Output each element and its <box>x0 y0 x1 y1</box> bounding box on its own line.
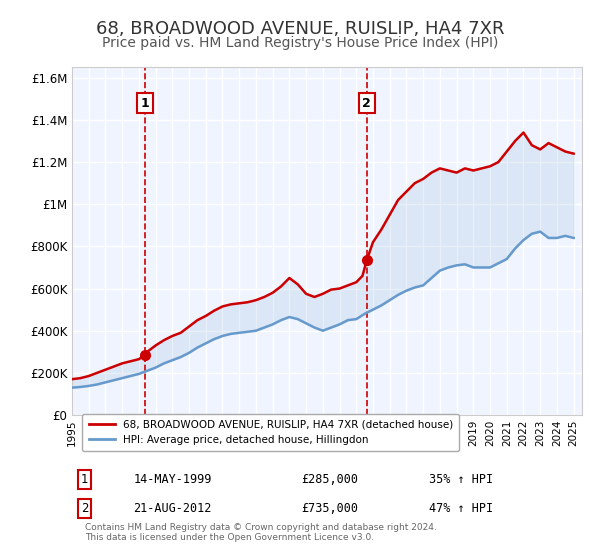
Text: 2: 2 <box>81 502 89 515</box>
Text: Contains HM Land Registry data © Crown copyright and database right 2024.
This d: Contains HM Land Registry data © Crown c… <box>85 522 437 542</box>
Legend: 68, BROADWOOD AVENUE, RUISLIP, HA4 7XR (detached house), HPI: Average price, det: 68, BROADWOOD AVENUE, RUISLIP, HA4 7XR (… <box>82 413 460 451</box>
Text: Price paid vs. HM Land Registry's House Price Index (HPI): Price paid vs. HM Land Registry's House … <box>102 36 498 50</box>
Text: 14-MAY-1999: 14-MAY-1999 <box>133 473 212 486</box>
Text: £735,000: £735,000 <box>302 502 359 515</box>
Text: 21-AUG-2012: 21-AUG-2012 <box>133 502 212 515</box>
Text: £285,000: £285,000 <box>302 473 359 486</box>
Text: 68, BROADWOOD AVENUE, RUISLIP, HA4 7XR: 68, BROADWOOD AVENUE, RUISLIP, HA4 7XR <box>96 20 504 38</box>
Text: 2: 2 <box>362 96 371 110</box>
Text: 1: 1 <box>140 96 149 110</box>
Text: 35% ↑ HPI: 35% ↑ HPI <box>429 473 493 486</box>
Text: 1: 1 <box>81 473 89 486</box>
Text: 47% ↑ HPI: 47% ↑ HPI <box>429 502 493 515</box>
